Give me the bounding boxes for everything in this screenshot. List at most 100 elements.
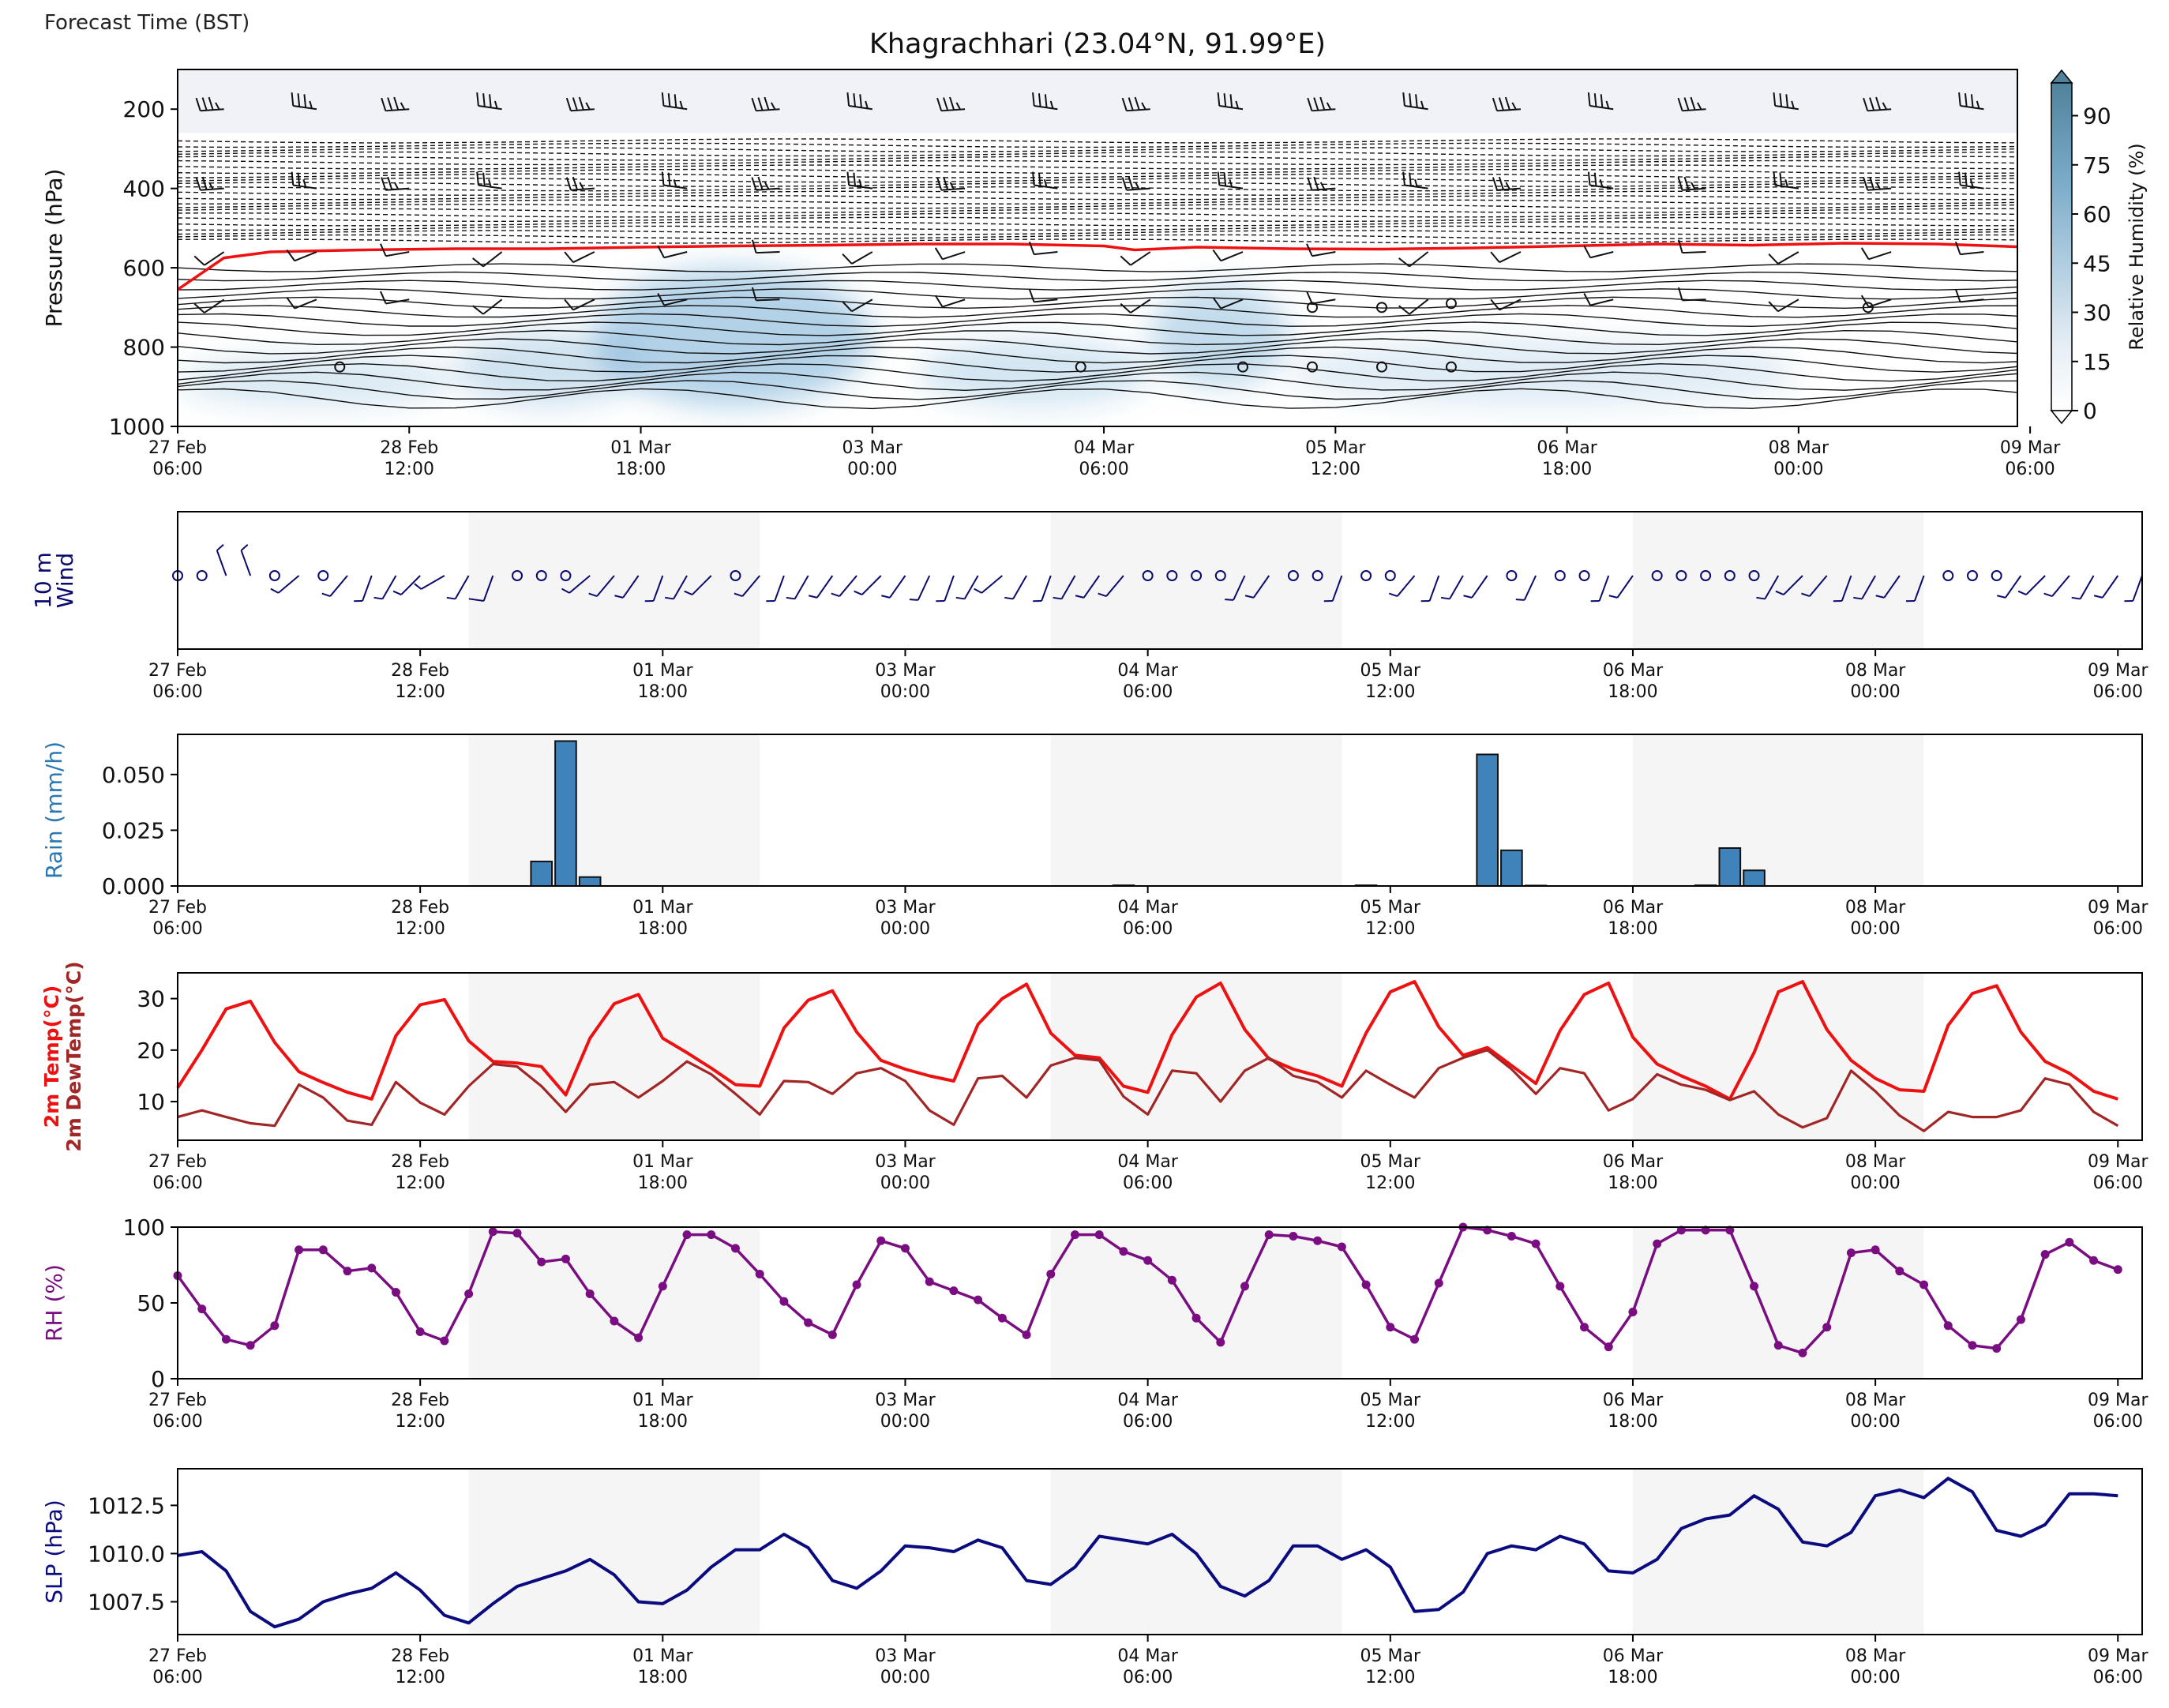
profile-wind-barb-5 [661,92,688,111]
rh-xtick-label-date-6: 06 Mar [1603,1391,1664,1410]
wind-barb-5-flag-0 [270,587,280,594]
profile-wind-barb-24-flag-16 [579,182,584,190]
temperature-xtick-label-time-7: 00:00 [1850,1173,1900,1193]
rh-point-44 [1240,1282,1250,1291]
wind-barb-24-flag-0 [734,592,743,597]
wind-shade-0 [468,512,760,649]
rh-point-17 [585,1289,595,1298]
profile-wind-barb-17-flag-24 [1791,100,1795,109]
profile-wind-barb-6-flag-16 [764,96,770,111]
profile-wind-barb-34 [1492,176,1522,191]
profile-wind-barb-22 [381,176,410,191]
wind-barb-37 [1053,575,1076,600]
rh-point-14 [512,1229,522,1238]
wind-barb-30-flag-0 [881,595,891,599]
profile-xtick-label-date-4: 04 Mar [1074,438,1135,458]
wind-xtick-label-time-0: 06:00 [152,682,202,702]
rh-xtick-label-time-1: 12:00 [395,1412,445,1432]
temperature-xtick-label-time-4: 06:00 [1123,1173,1173,1193]
rain-shade-1 [1050,734,1342,886]
profile-wind-barb-9-flag-24 [1049,100,1054,109]
rh-point-32 [949,1286,959,1296]
wind-barb-5-staff [277,575,300,594]
wind-barb-18-staff [596,575,615,597]
profile-wind-barb-14-flag-8 [1498,97,1504,111]
rh-point-47 [1313,1236,1323,1245]
rain-xtick-label-date-5: 05 Mar [1360,898,1421,918]
profile-wind-barb-3 [476,92,502,111]
profile-xtick-label-date-3: 03 Mar [842,438,903,458]
rh-xtick-label-time-6: 18:00 [1608,1412,1657,1432]
slp-series-line [177,1477,2118,1629]
profile-wind-barb-48-flag-0 [934,247,944,260]
wind-barb-36 [1033,575,1052,602]
profile-wind-barb-28-flag-8 [943,176,949,190]
rh-xtick-label-time-7: 00:00 [1850,1412,1900,1432]
rh-point-43 [1216,1338,1225,1347]
rh-xtick-label-date-5: 05 Mar [1360,1391,1421,1410]
rh-xtick-label-time-5: 12:00 [1365,1412,1415,1432]
profile-wind-barb-57-flag-0 [1768,253,1779,265]
profile-wind-barb-39-flag-8 [1964,172,1968,186]
profile-wind-barb-10 [1121,96,1150,112]
colorbar-tick-label-6: 90 [2083,103,2111,130]
rh-point-70 [1871,1245,1880,1255]
profile-calm-marker-8 [1445,298,1457,310]
wind-xtick-label-time-4: 06:00 [1123,682,1173,702]
profile-wind-barb-29-flag-8 [1038,172,1041,186]
wind-barb-1 [196,570,208,581]
wind-barb-68 [1801,575,1828,597]
wind-barb-50-calm-marker [1384,570,1396,581]
profile-wind-barb-11 [1217,92,1244,111]
slp-xtick-label-date-8: 09 Mar [2088,1646,2148,1666]
profile-wind-barb-12 [1307,96,1336,112]
temperature-shade-2 [1632,973,1924,1140]
profile-wind-barb-77-staff [1777,298,1799,313]
profile-wind-barb-8-flag-16 [949,96,955,111]
wind-xtick-label-time-1: 12:00 [395,682,445,702]
wind-barb-50 [1384,570,1396,581]
profile-wind-barb-41-flag-0 [286,249,295,261]
profile-wind-barb-65-staff [663,298,688,306]
rain-xtick-label-time-6: 18:00 [1608,919,1657,939]
rain-bar-9 [1718,847,1742,887]
temperature-xtick-label-date-1: 28 Feb [391,1152,449,1172]
profile-wind-barb-9-flag-0 [1032,92,1035,107]
slp-xtick-label-time-1: 12:00 [395,1668,445,1687]
wind-barb-55-calm-marker [1506,570,1518,581]
rain-xtick-label-date-2: 01 Mar [632,898,693,918]
profile-wind-barb-36 [1677,176,1706,191]
profile-wind-barb-20-flag-8 [201,176,208,190]
wind-barb-53 [1440,575,1464,600]
profile-xtick-label-date-8: 09 Mar [2000,438,2061,458]
profile-ylabel-0: Pressure (hPa) [41,169,67,328]
profile-wind-barb-46 [751,239,780,254]
profile-wind-barb-30-flag-0 [1121,177,1128,191]
profile-xtick-label-date-0: 27 Feb [148,438,207,458]
profile-upper-contour-16 [178,208,2017,213]
colorbar-extend-arrow [2050,69,2073,84]
profile-wind-barb-7 [846,92,872,111]
wind-barbs [172,544,2143,602]
profile-upper-contour-6 [178,164,2017,170]
profile-upper-contour-19 [178,221,2017,227]
rain-xtick-label-time-5: 12:00 [1365,919,1415,939]
profile-wind-barb-37-flag-16 [1784,178,1788,187]
profile-upper-contour-4 [178,156,2017,161]
wind-barb-19 [614,575,640,599]
wind-barb-21-staff [673,575,688,599]
wind-barb-69-staff [1841,575,1852,602]
profile-wind-barb-34-flag-16 [1505,182,1510,190]
profile-wind-barb-11-flag-8 [1223,93,1227,107]
profile-wind-barb-67 [842,298,873,313]
wind-barb-74-calm-marker [1966,570,1978,581]
profile-upper-contour-2 [178,147,2017,152]
wind-barb-49-calm-marker [1360,570,1372,581]
profile-calm-marker-5 [1445,361,1457,373]
wind-barb-29 [854,575,882,595]
profile-wind-barb-23-flag-0 [476,171,479,186]
profile-wind-barb-60-staff [204,298,225,313]
profile-wind-barb-36-flag-0 [1677,177,1683,191]
wind-barb-35-staff [1012,575,1027,599]
rh-point-28 [852,1280,861,1289]
